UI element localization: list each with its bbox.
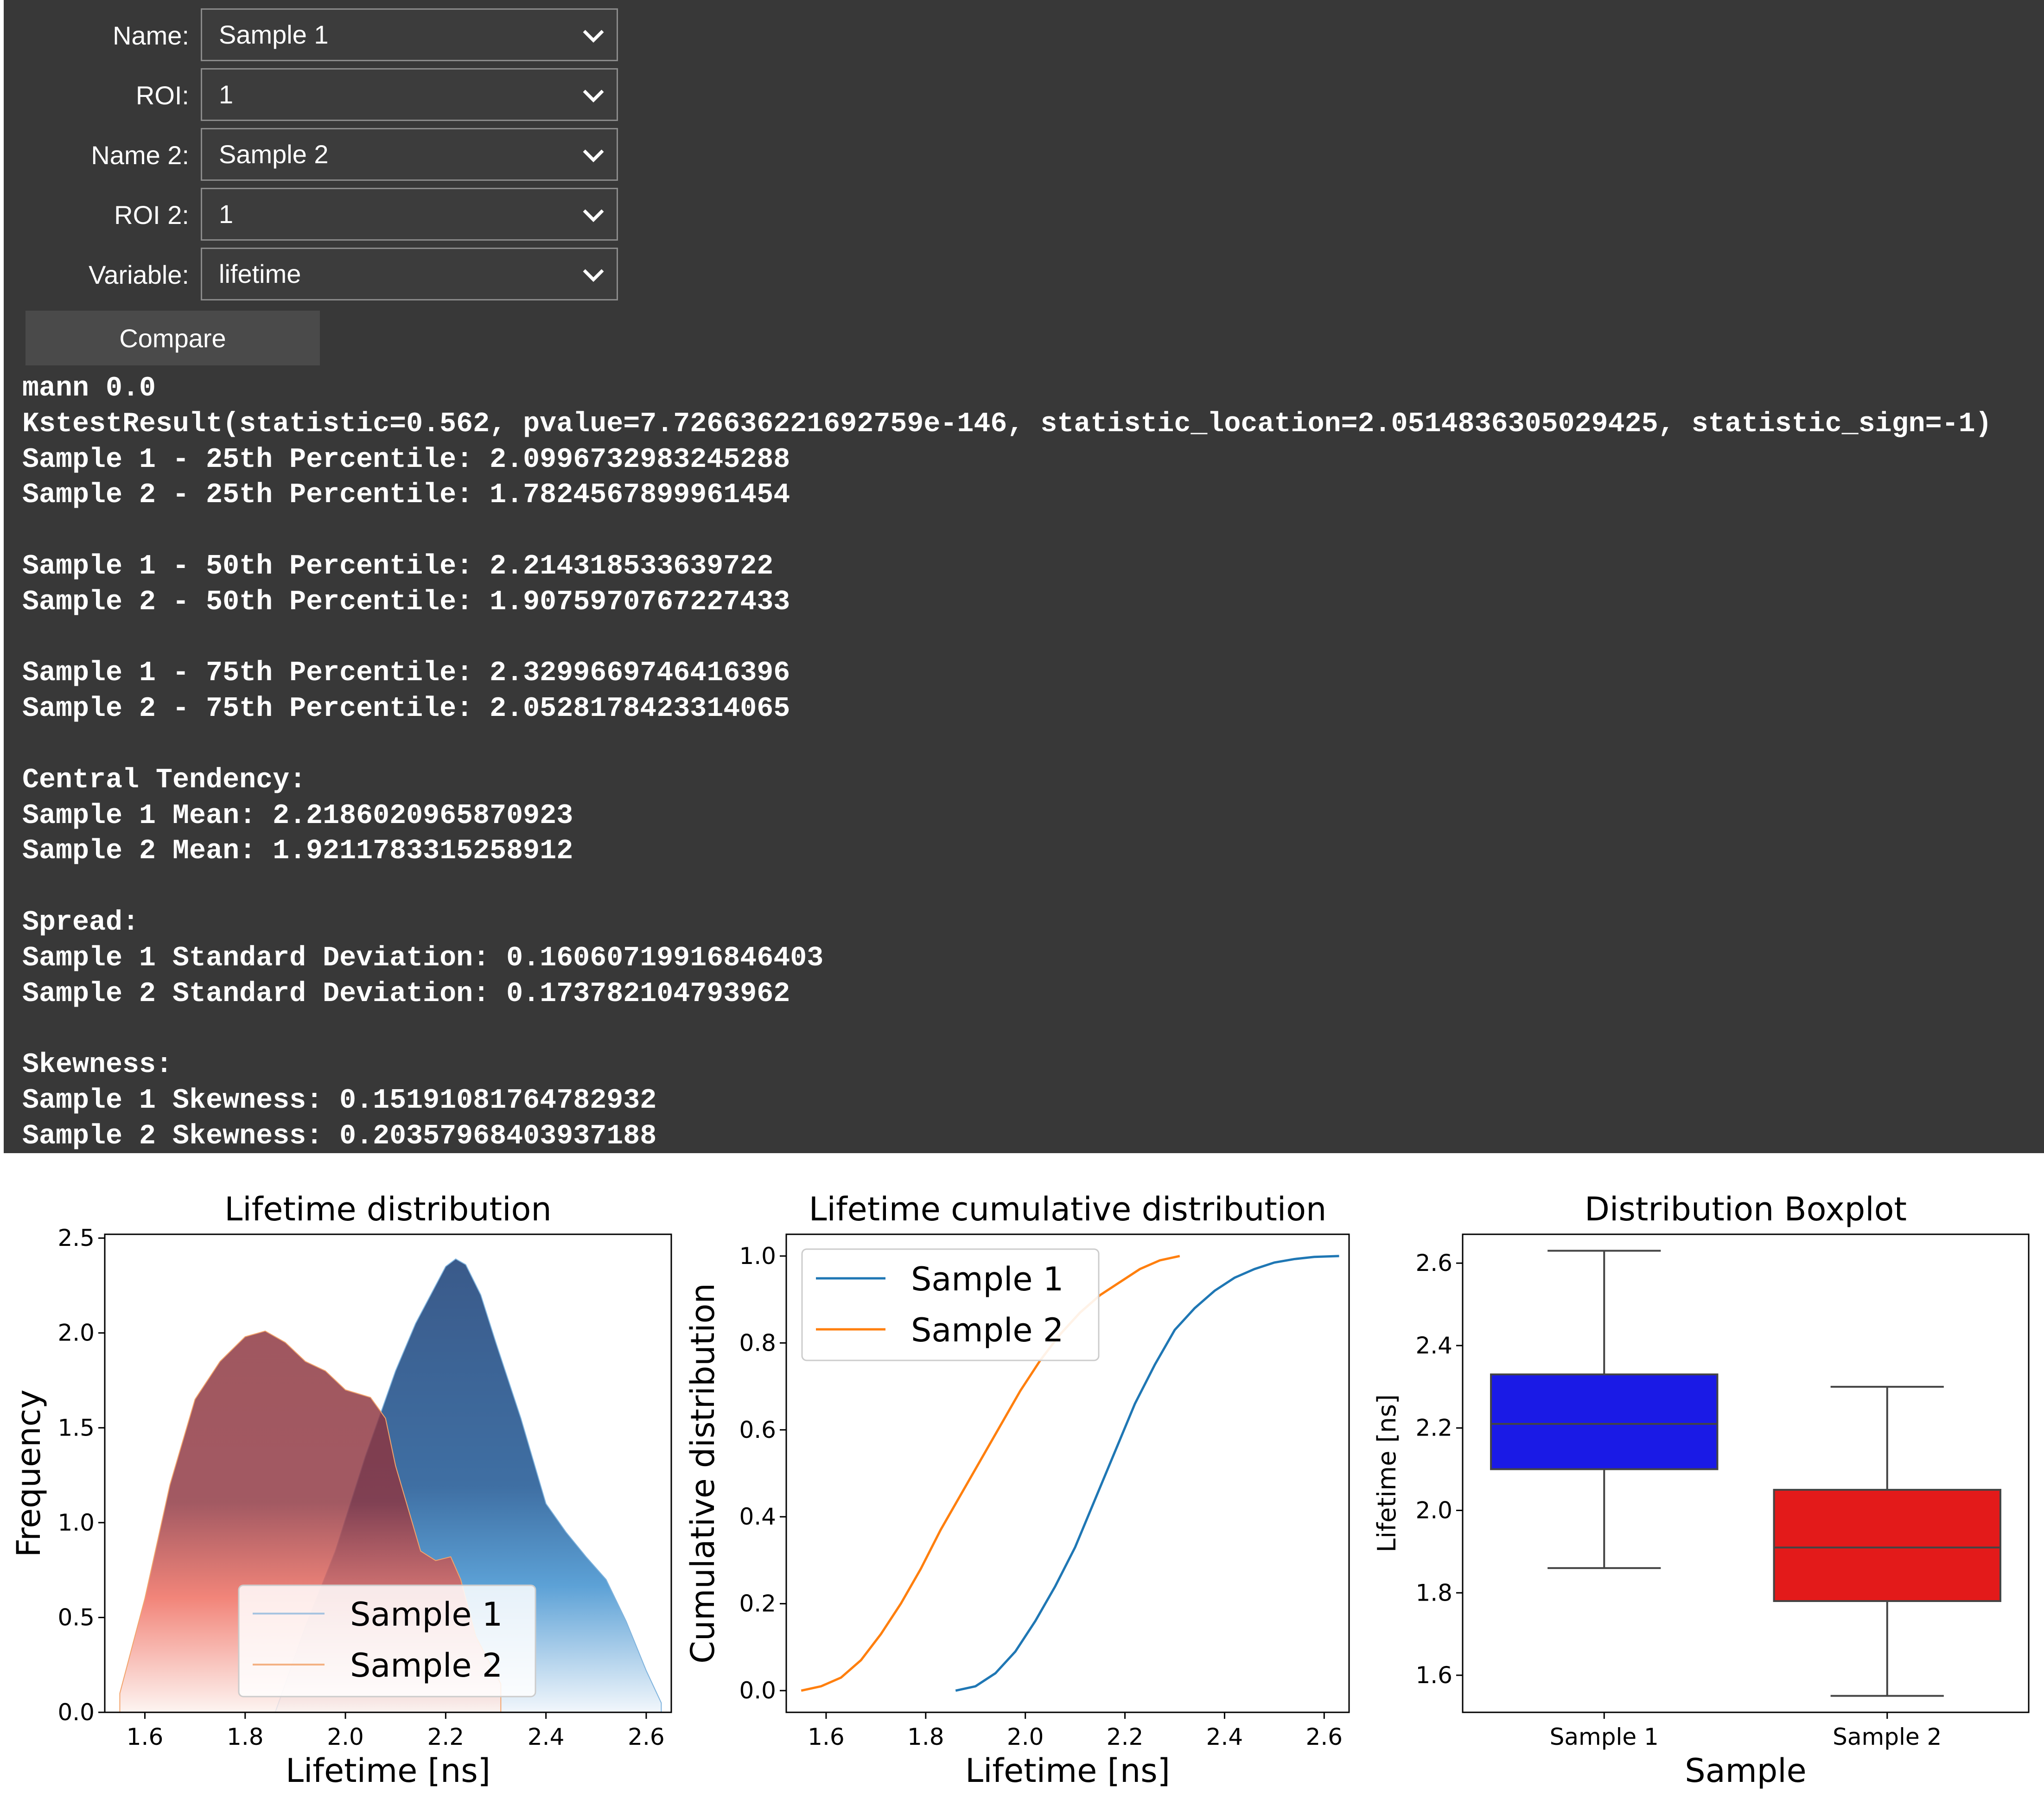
- legend: Sample 1 Sample 2: [238, 1584, 536, 1698]
- y-tick-label: 0.5: [57, 1604, 95, 1631]
- x-tick-label: 2.0: [327, 1723, 364, 1750]
- roi2-label: ROI 2:: [114, 200, 189, 230]
- variable-dropdown-value: lifetime: [219, 259, 301, 288]
- chart-title: Lifetime cumulative distribution: [809, 1190, 1327, 1228]
- box-2: [1773, 1385, 2001, 1697]
- variable-label: Variable:: [89, 260, 189, 289]
- name-dropdown-value: Sample 1: [219, 20, 329, 49]
- y-axis-label: Frequency: [10, 1390, 48, 1557]
- name-label: Name:: [113, 21, 189, 50]
- x-tick-label: 2.4: [1206, 1723, 1243, 1750]
- x-tick-label: 2.2: [1107, 1723, 1144, 1750]
- x-tick-label: 1.8: [227, 1723, 264, 1750]
- y-tick-label: 1.0: [739, 1243, 776, 1270]
- legend-label: Sample 2: [911, 1311, 1063, 1349]
- name2-dropdown-value: Sample 2: [219, 140, 329, 169]
- roi-label: ROI:: [135, 81, 189, 110]
- name2-dropdown[interactable]: Sample 2: [201, 128, 618, 181]
- legend-box: [801, 1248, 1100, 1361]
- y-tick-label: 2.2: [1415, 1415, 1452, 1442]
- y-tick-label: 2.5: [57, 1225, 95, 1251]
- x-tick-label: 1.8: [907, 1723, 944, 1750]
- legend-label: Sample 1: [911, 1260, 1063, 1298]
- roi-dropdown-value: 1: [219, 80, 234, 109]
- box-1: [1490, 1250, 1719, 1569]
- y-tick-label: 1.8: [1415, 1579, 1452, 1606]
- y-tick-label: 1.5: [57, 1414, 95, 1441]
- y-tick-label: 1.0: [57, 1509, 95, 1536]
- x-axis-label: Sample: [1685, 1752, 1806, 1790]
- y-tick-label: 0.0: [739, 1677, 776, 1704]
- x-tick-label: 1.6: [127, 1723, 164, 1750]
- roi-row: ROI: 1: [4, 68, 625, 123]
- name2-row: Name 2: Sample 2: [4, 128, 625, 183]
- variable-dropdown[interactable]: lifetime: [201, 248, 618, 300]
- roi2-dropdown[interactable]: 1: [201, 188, 618, 241]
- x-tick-label: 1.6: [808, 1723, 845, 1750]
- y-tick-label: 2.6: [1415, 1250, 1452, 1276]
- y-axis-label: Lifetime [ns]: [1372, 1394, 1401, 1552]
- roi-dropdown[interactable]: 1: [201, 68, 618, 121]
- plot-frame: [104, 1233, 672, 1713]
- x-tick-label: 2.2: [427, 1723, 465, 1750]
- legend: Sample 1 Sample 2: [801, 1248, 1100, 1361]
- y-tick-label: 2.0: [57, 1320, 95, 1347]
- variable-row: Variable: lifetime: [4, 248, 625, 302]
- compare-button[interactable]: Compare: [25, 311, 320, 365]
- x-tick-label: Sample 2: [1833, 1723, 1942, 1750]
- chevron-down-icon: [583, 269, 604, 282]
- plot-frame: [1462, 1233, 2030, 1713]
- y-tick-label: 0.6: [739, 1417, 776, 1443]
- legend-label: Sample 2: [350, 1646, 503, 1685]
- name-row: Name: Sample 1: [4, 8, 625, 63]
- x-axis-label: Lifetime [ns]: [965, 1752, 1170, 1790]
- roi2-row: ROI 2: 1: [4, 188, 625, 243]
- x-axis-label: Lifetime [ns]: [286, 1752, 490, 1790]
- y-tick-label: 1.6: [1415, 1662, 1452, 1689]
- y-axis-label: Cumulative distribution: [684, 1283, 722, 1664]
- distribution-boxplot-chart: Sample 1 Sample 2 1.6 1.8 2.0 2.2 2.4 2.6 Distri…: [1372, 1190, 2030, 1790]
- y-tick-label: 0.2: [739, 1590, 776, 1617]
- y-tick-label: 0.4: [739, 1503, 776, 1530]
- plot-frame: [785, 1233, 1350, 1713]
- x-tick-label: 2.0: [1007, 1723, 1044, 1750]
- box-iqr: [1490, 1373, 1719, 1470]
- cdf-line-1: [955, 1255, 1339, 1692]
- name-dropdown[interactable]: Sample 1: [201, 8, 618, 61]
- y-tick-label: 0.8: [739, 1329, 776, 1356]
- x-tick-label: 2.6: [1306, 1723, 1343, 1750]
- x-tick-label: Sample 1: [1550, 1723, 1659, 1750]
- name2-label: Name 2:: [91, 140, 189, 170]
- y-tick-label: 2.4: [1415, 1332, 1452, 1359]
- chart-title: Distribution Boxplot: [1585, 1190, 1907, 1228]
- charts-figure: 1.6 1.8 2.0 2.2 2.4 2.6 0.0 0.5 1.0 1.5 2.0 2.5 Life…: [10, 1190, 2030, 1790]
- chevron-down-icon: [583, 89, 604, 102]
- chart-title: Lifetime distribution: [224, 1190, 551, 1228]
- chevron-down-icon: [583, 209, 604, 222]
- x-tick-label: 2.4: [528, 1723, 565, 1750]
- y-tick-label: 0.0: [57, 1699, 95, 1726]
- chevron-down-icon: [583, 30, 604, 43]
- box-iqr: [1773, 1489, 2001, 1602]
- cdf-line-2: [801, 1255, 1180, 1692]
- lifetime-cumulative-chart: 1.6 1.8 2.0 2.2 2.4 2.6 0.0 0.2 0.4 0.6 0.8 1.0 Life…: [684, 1190, 1350, 1790]
- x-tick-label: 2.6: [628, 1723, 665, 1750]
- legend-label: Sample 1: [350, 1595, 503, 1634]
- lifetime-distribution-chart: 1.6 1.8 2.0 2.2 2.4 2.6 0.0 0.5 1.0 1.5 2.0 2.5 Life…: [10, 1190, 672, 1790]
- output-log: mann 0.0 KstestResult(statistic=0.562, p…: [22, 373, 1992, 1152]
- y-tick-label: 2.0: [1415, 1497, 1452, 1524]
- roi2-dropdown-value: 1: [219, 199, 234, 229]
- widget-panel: Name: Sample 1 ROI: 1 Name 2: Sample 2 R…: [4, 0, 2044, 1153]
- chevron-down-icon: [583, 149, 604, 162]
